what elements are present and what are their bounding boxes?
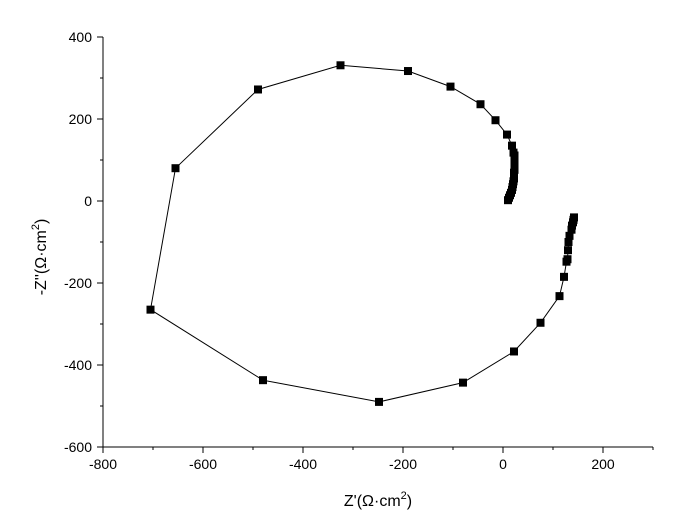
data-point: [510, 347, 518, 356]
data-point: [404, 67, 412, 76]
x-tick-label: -400: [289, 456, 317, 472]
y-axis-title: -Z''(Ω·cm2): [30, 219, 50, 296]
data-point: [560, 272, 568, 281]
data-point: [446, 82, 455, 91]
data-point: [459, 378, 467, 387]
x-axis-title-sup: 2: [401, 490, 407, 502]
x-axis-title-text: Z'(Ω·cm: [344, 493, 401, 510]
data-point: [564, 246, 572, 255]
data-point: [564, 238, 573, 246]
data-point: [146, 305, 155, 314]
data-point: [565, 231, 574, 240]
data-point: [563, 255, 572, 264]
data-series: [146, 61, 578, 406]
data-point: [476, 100, 485, 109]
x-tick-label: 200: [591, 456, 615, 472]
data-point: [254, 85, 262, 94]
y-tick-label: 400: [69, 29, 93, 45]
x-tick-label: 0: [499, 456, 507, 472]
y-tick-label: -200: [64, 275, 92, 291]
data-point: [508, 141, 516, 150]
x-axis-title: Z'(Ω·cm2): [344, 490, 412, 510]
y-axis-title-end: ): [33, 219, 50, 224]
data-point: [259, 376, 267, 385]
data-point: [171, 164, 180, 173]
x-axis-title-end: ): [407, 493, 412, 510]
data-point: [567, 225, 576, 234]
data-point: [375, 397, 383, 406]
y-tick-label: 0: [84, 193, 92, 209]
y-axis-title-text: -Z''(Ω·cm: [33, 230, 50, 295]
y-tick-label: -400: [64, 357, 92, 373]
y-axis-title-sup: 2: [30, 224, 42, 230]
data-point: [555, 292, 564, 301]
data-point: [491, 116, 500, 125]
data-point: [503, 130, 511, 139]
data-point: [336, 61, 345, 70]
data-point: [570, 213, 578, 222]
x-tick-label: -200: [389, 456, 417, 472]
x-tick-label: -600: [189, 456, 217, 472]
x-tick-label: -800: [89, 456, 117, 472]
y-tick-label: -600: [64, 439, 92, 455]
data-point: [536, 318, 545, 327]
y-tick-label: 200: [69, 111, 93, 127]
data-point: [509, 148, 518, 157]
